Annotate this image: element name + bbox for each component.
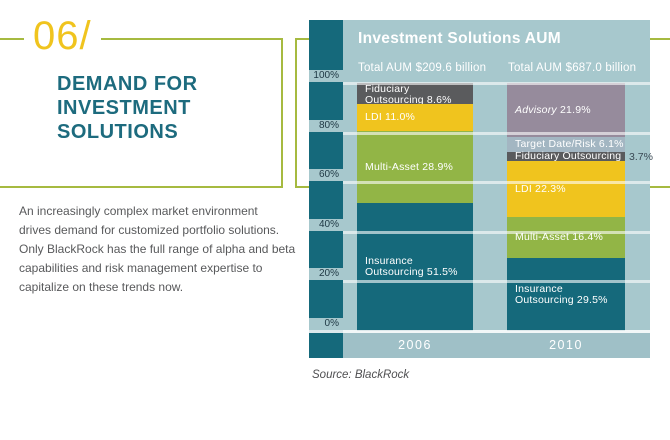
segment-label: Target Date/Risk 6.1% xyxy=(515,138,624,150)
segment-label: Fiduciary Outsourcing xyxy=(515,150,622,162)
segment-advisory: Advisory 21.9% xyxy=(507,83,625,137)
segment-label: Insurance Outsourcing 51.5% xyxy=(365,255,458,278)
segment-label: Multi-Asset 28.9% xyxy=(365,160,454,173)
page-title-line-3: SOLUTIONS xyxy=(57,121,179,143)
x-label-2010: 2010 xyxy=(549,338,583,352)
segment-label: Insurance Outsourcing 29.5% xyxy=(515,282,608,306)
source-note: Source: BlackRock xyxy=(312,369,410,381)
y-tick-80: 80% xyxy=(309,120,343,132)
gridline-100 xyxy=(343,82,650,85)
zero-baseline xyxy=(309,330,650,333)
aum-chart: 100% 80% 60% 40% 20% 0% Investment Solutions … xyxy=(309,20,653,358)
bar-2010: Advisory 21.9% Target Date/Risk 6.1% Fiduc… xyxy=(507,83,653,331)
intro-line-2: drives demand for customized portfolio s… xyxy=(19,223,280,237)
segment-multi-asset: Multi-Asset 28.9% xyxy=(357,131,473,203)
segment-label: Multi-Asset 16.4% xyxy=(515,231,604,243)
segment-label: LDI 11.0% xyxy=(365,111,416,123)
total-aum-2006: Total AUM $209.6 billion xyxy=(358,62,487,74)
page-title-line-1: DEMAND FOR xyxy=(57,73,198,95)
bar-2006: Fiduciary Outsourcing 8.6% LDI 11.0% Multi-… xyxy=(357,83,473,331)
y-tick-60: 60% xyxy=(309,169,343,181)
segment-label: LDI 22.3% xyxy=(515,182,566,195)
segment-multi-asset: Multi-Asset 16.4% xyxy=(507,217,625,258)
segment-insurance-outsourcing: Insurance Outsourcing 29.5% xyxy=(507,258,625,331)
segment-label: Fiduciary Outsourcing 8.6% xyxy=(365,83,452,106)
y-tick-40: 40% xyxy=(309,219,343,231)
gridline-60 xyxy=(343,181,650,184)
y-axis-strip: 100% 80% 60% 40% 20% 0% xyxy=(309,20,343,358)
section-frame xyxy=(0,38,283,188)
gridline-80 xyxy=(343,132,650,135)
intro-paragraph: An increasingly complex market environme… xyxy=(19,202,304,297)
intro-line-5: capitalize on these trends now. xyxy=(19,280,184,294)
page-title: DEMAND FOR INVESTMENT SOLUTIONS xyxy=(57,72,198,144)
segment-label: Advisory 21.9% xyxy=(515,103,591,116)
segment-ldi: LDI 11.0% xyxy=(357,104,473,131)
intro-line-3: Only BlackRock has the full range of alp… xyxy=(19,242,296,256)
chart-title: Investment Solutions AUM xyxy=(358,30,561,47)
y-tick-20: 20% xyxy=(309,268,343,280)
plot-area: Investment Solutions AUM Total AUM $209.… xyxy=(343,20,653,358)
segment-fiduciary-outsourcing: Fiduciary Outsourcing 8.6% xyxy=(357,83,473,106)
gridline-20 xyxy=(343,280,650,283)
gridline-40 xyxy=(343,231,650,234)
segment-fiduciary-outsourcing: Fiduciary Outsourcing 3.7% xyxy=(507,150,653,163)
x-label-2006: 2006 xyxy=(398,338,432,352)
segment-insurance-outsourcing: Insurance Outsourcing 51.5% xyxy=(357,203,473,331)
segment-outside-value: 3.7% xyxy=(629,150,653,163)
section-number: 06/ xyxy=(24,13,101,59)
y-tick-100: 100% xyxy=(309,70,343,82)
y-tick-0: 0% xyxy=(309,318,343,330)
segment-ldi: LDI 22.3% xyxy=(507,161,625,217)
intro-line-4: capabilities and risk management experti… xyxy=(19,261,263,275)
intro-line-1: An increasingly complex market environme… xyxy=(19,204,258,218)
total-aum-2010: Total AUM $687.0 billion xyxy=(508,62,637,74)
segment-target-date-risk: Target Date/Risk 6.1% xyxy=(507,137,625,152)
x-axis-band: 2006 2010 xyxy=(343,333,650,358)
page-title-line-2: INVESTMENT xyxy=(57,97,191,119)
